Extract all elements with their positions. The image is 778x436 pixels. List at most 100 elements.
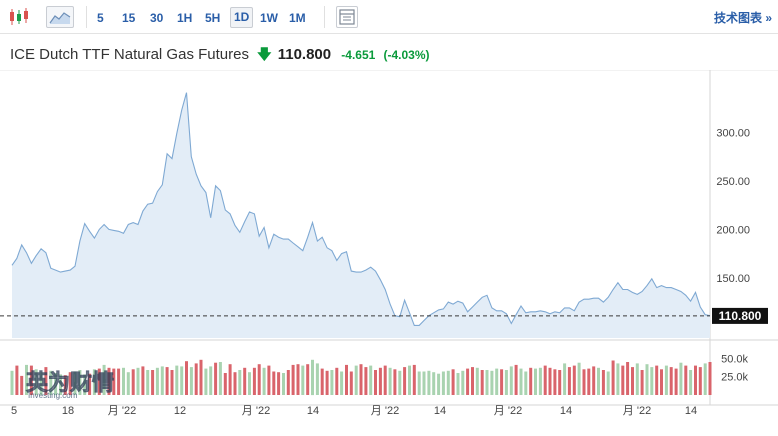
- volume-bar: [563, 363, 567, 395]
- price-line: [11, 92, 711, 326]
- x-tick-label: 月 '22: [623, 405, 651, 417]
- volume-bar: [640, 370, 644, 395]
- quote-header: ICE Dutch TTF Natural Gas Futures 🡇 110.…: [10, 44, 430, 64]
- volume-bar: [456, 373, 460, 395]
- volume-bar: [689, 370, 693, 395]
- volume-bar: [466, 368, 470, 395]
- last-price: 110.800: [277, 46, 332, 63]
- volume-bar: [228, 364, 232, 395]
- volume-bar: [480, 370, 484, 395]
- volume-bar: [645, 364, 649, 395]
- volume-bar: [88, 373, 92, 395]
- volume-bar: [155, 367, 159, 395]
- volume-bar: [335, 367, 339, 395]
- price-area-fill: [12, 92, 710, 338]
- volume-bar: [378, 367, 382, 395]
- volume-bar: [582, 369, 586, 395]
- volume-bar: [180, 366, 184, 395]
- timeframe-1w[interactable]: 1W: [260, 11, 278, 25]
- technical-chart-link[interactable]: 技术图表 »: [713, 11, 772, 25]
- volume-bar: [160, 366, 164, 395]
- volume-bar: [461, 370, 465, 395]
- timeframe-15[interactable]: 15: [122, 11, 136, 25]
- volume-bar: [655, 365, 659, 395]
- volume-bar: [403, 367, 407, 395]
- volume-bar: [694, 365, 697, 395]
- volume-bar: [286, 370, 290, 395]
- volume-bar: [538, 367, 542, 395]
- area-chart-icon[interactable]: [46, 6, 74, 28]
- volume-bar: [296, 364, 300, 395]
- volume-bar: [660, 369, 663, 395]
- x-tick-label: 月 '22: [371, 405, 399, 417]
- volume-bar: [311, 359, 314, 396]
- volume-bar: [412, 364, 416, 395]
- instrument-name: ICE Dutch TTF Natural Gas Futures: [10, 46, 249, 63]
- price-tick-label: 200.00: [716, 224, 750, 236]
- volume-bar: [611, 360, 615, 395]
- volume-bar: [626, 362, 630, 395]
- volume-bar: [485, 370, 489, 395]
- volume-bar: [165, 367, 169, 395]
- volume-bar: [44, 367, 48, 395]
- volume-bar: [374, 370, 377, 395]
- toolbar-divider: [86, 6, 87, 28]
- volume-bar: [664, 365, 668, 395]
- volume-bar: [592, 366, 596, 395]
- volume-bar: [534, 368, 537, 395]
- x-tick-label: 月 '22: [242, 405, 270, 417]
- x-tick-label: 月 '22: [108, 405, 136, 417]
- volume-bar: [650, 367, 654, 395]
- price-chart[interactable]: 英为财情 Investing.com 300.00 250.00 200.00 150…: [0, 70, 778, 436]
- volume-bar: [63, 375, 67, 395]
- volume-bar: [126, 372, 130, 395]
- timeframe-30[interactable]: 30: [150, 11, 164, 25]
- x-tick-label: 12: [174, 405, 186, 417]
- volume-bar: [199, 359, 203, 396]
- volume-bar: [359, 364, 363, 395]
- volume-bar: [621, 365, 625, 395]
- volume-bar: [112, 368, 116, 395]
- volume-bar: [175, 365, 179, 395]
- timeframe-1m[interactable]: 1M: [289, 11, 306, 25]
- volume-bar: [68, 372, 72, 395]
- volume-bar: [601, 370, 605, 395]
- volume-bar: [698, 367, 702, 395]
- x-tick-label: 14: [560, 405, 572, 417]
- timeframe-1d[interactable]: 1D: [230, 7, 254, 28]
- last-price-badge: [712, 307, 768, 324]
- volume-bar: [25, 364, 28, 395]
- volume-tick-label: 50.0k: [721, 353, 748, 365]
- volume-bar: [519, 368, 523, 395]
- volume-bar: [102, 364, 106, 395]
- volume-bar: [427, 370, 431, 395]
- volume-bar: [272, 371, 276, 395]
- volume-bar: [20, 375, 24, 395]
- candlestick-icon[interactable]: [7, 6, 31, 28]
- volume-bar: [223, 373, 227, 395]
- volume-bar: [340, 371, 344, 395]
- volume-bar: [185, 361, 188, 395]
- down-arrow-icon: 🡇: [257, 46, 272, 62]
- volume-bar: [708, 362, 712, 395]
- timeframe-5[interactable]: 5: [97, 11, 104, 25]
- price-change: -4.651: [341, 48, 376, 62]
- layout-icon[interactable]: [336, 6, 358, 28]
- volume-bar: [306, 364, 310, 395]
- volume-bar: [54, 373, 58, 395]
- volume-bar: [248, 372, 251, 395]
- price-tick-label: 150.00: [716, 273, 750, 285]
- volume-bar: [548, 367, 552, 395]
- timeframe-1h[interactable]: 1H: [177, 11, 193, 25]
- volume-bar: [262, 367, 266, 395]
- volume-bar: [354, 365, 358, 395]
- volume-bar: [78, 370, 82, 395]
- volume-bar: [92, 369, 96, 395]
- volume-bar: [107, 367, 111, 395]
- volume-bar: [218, 362, 222, 395]
- toolbar-divider: [324, 6, 325, 28]
- watermark-text: 英为财情: [26, 370, 114, 396]
- timeframe-5h[interactable]: 5H: [205, 11, 221, 25]
- volume-bar: [451, 369, 455, 395]
- volume-bar: [345, 364, 348, 395]
